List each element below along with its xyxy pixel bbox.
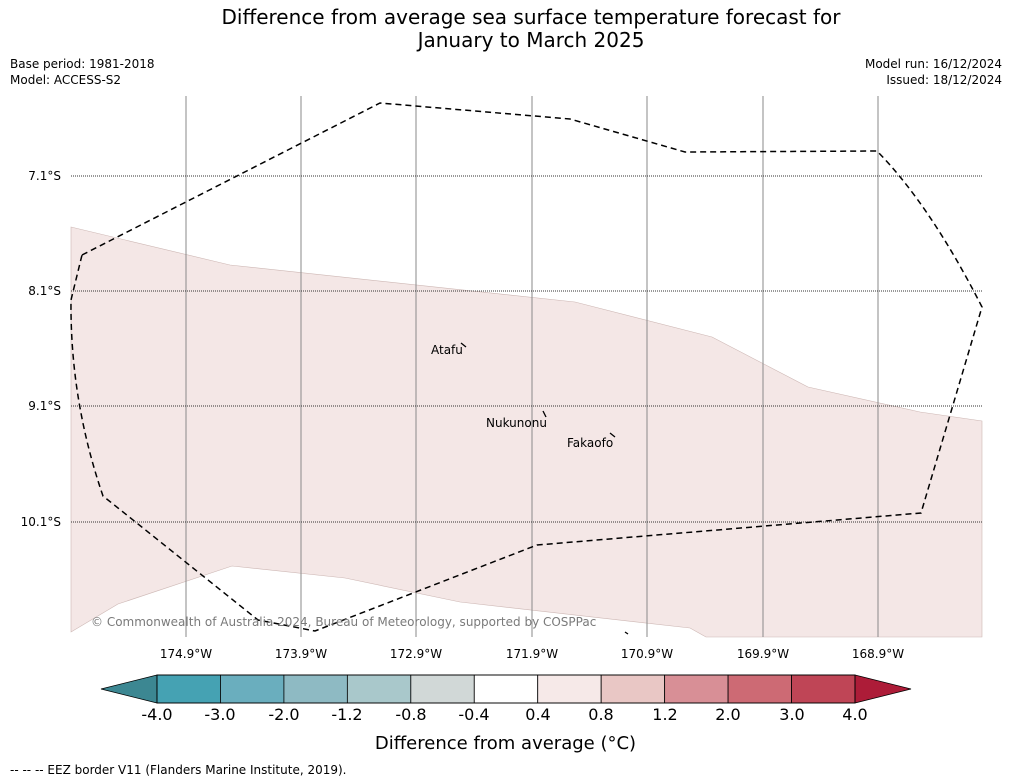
lon-label: 172.9°W <box>389 647 443 661</box>
colorbar-tick-label: 2.0 <box>715 705 741 724</box>
atafu-atoll <box>460 342 467 348</box>
colorbar-over-arrow <box>854 674 912 704</box>
map-title: Difference from average sea surface temp… <box>0 6 1011 52</box>
model-run: Model run: 16/12/2024 <box>864 57 1002 71</box>
colorbar-segment <box>664 674 729 704</box>
colorbar-tick-label: -4.0 <box>141 705 173 724</box>
copyright-notice: © Commonwealth of Australia 2024, Bureau… <box>91 615 596 629</box>
colorbar-title: Difference from average (°C) <box>374 733 637 754</box>
colorbar <box>100 674 912 704</box>
eez-border <box>70 102 983 632</box>
lon-label: 173.9°W <box>274 647 328 661</box>
nukunonu-atoll <box>542 410 547 418</box>
colorbar-segment <box>346 674 412 704</box>
fakaofo-atoll <box>609 432 616 438</box>
anomaly-region <box>70 226 983 638</box>
lat-label: 10.1°S <box>20 515 61 529</box>
small-islet <box>624 631 629 635</box>
colorbar-under-arrow <box>100 674 158 704</box>
lat-label: 7.1°S <box>28 169 61 183</box>
lon-label: 171.9°W <box>505 647 559 661</box>
model-name: Model: ACCESS-S2 <box>10 73 122 87</box>
lon-label: 168.9°W <box>851 647 905 661</box>
issued-date: Issued: 18/12/2024 <box>886 73 1002 87</box>
colorbar-frame <box>156 674 856 704</box>
colorbar-segment <box>600 674 666 704</box>
colorbar-segment <box>220 674 285 704</box>
colorbar-tick-label: -1.2 <box>331 705 363 724</box>
colorbar-tick-label: 3.0 <box>779 705 805 724</box>
lon-label: 170.9°W <box>620 647 674 661</box>
lat-label: 9.1°S <box>28 399 61 413</box>
colorbar-segment <box>410 674 475 704</box>
colorbar-segment <box>283 674 348 704</box>
lon-label: 174.9°W <box>159 647 213 661</box>
colorbar-tick-label: -0.4 <box>458 705 490 724</box>
colorbar-tick-label: 4.0 <box>842 705 868 724</box>
colorbar-segment <box>537 674 602 704</box>
colorbar-tick-label: -0.8 <box>395 705 427 724</box>
colorbar-tick-label: -2.0 <box>268 705 300 724</box>
colorbar-tick-label: 1.2 <box>652 705 678 724</box>
colorbar-tick-label: 0.8 <box>588 705 614 724</box>
colorbar-tick-label: -3.0 <box>204 705 236 724</box>
meta-left: Base period: 1981-2018 Model: ACCESS-S2 <box>10 56 155 88</box>
base-period: Base period: 1981-2018 <box>10 57 155 71</box>
title-line-1: Difference from average sea surface temp… <box>221 5 841 29</box>
place-label-fakaofo: Fakaofo <box>567 436 613 450</box>
colorbar-segments <box>156 674 856 704</box>
colorbar-tick-label: 0.4 <box>525 705 551 724</box>
meta-right: Model run: 16/12/2024 Issued: 18/12/2024 <box>865 56 1002 88</box>
place-label-nukunonu: Nukunonu <box>486 416 547 430</box>
lon-label: 169.9°W <box>736 647 790 661</box>
lat-label: 8.1°S <box>28 284 61 298</box>
colorbar-segment <box>473 674 539 704</box>
place-label-atafu: Atafu <box>431 343 463 357</box>
colorbar-segment <box>727 674 792 704</box>
colorbar-segment <box>791 674 856 704</box>
eez-legend-footnote: -- -- -- EEZ border V11 (Flanders Marine… <box>10 763 347 777</box>
atoll-shapes <box>460 342 629 635</box>
title-line-2: January to March 2025 <box>417 28 645 52</box>
colorbar-segment <box>156 674 221 704</box>
